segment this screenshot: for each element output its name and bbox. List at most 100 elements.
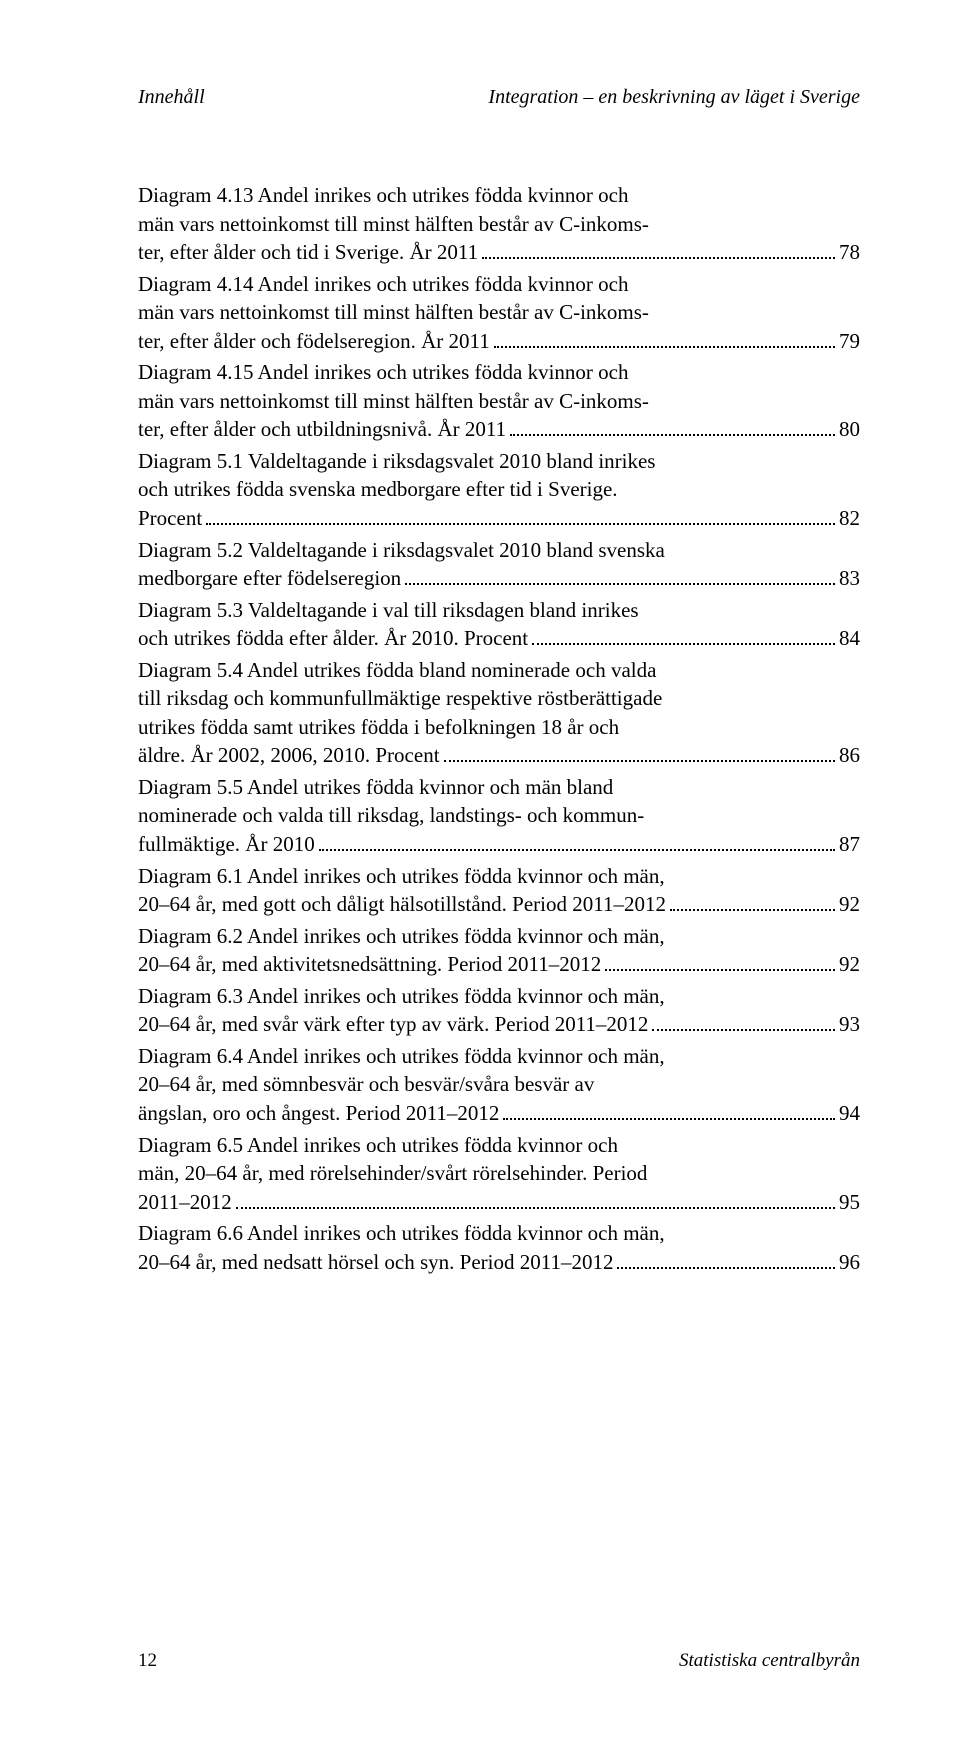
toc-entry-lastline: 2011–2012 95 <box>138 1188 860 1217</box>
toc-entry-last-text: 20–64 år, med svår värk efter typ av vär… <box>138 1010 648 1039</box>
toc-entry: Diagram 5.2 Valdeltagande i riksdagsvale… <box>138 536 860 593</box>
toc-entry-page: 95 <box>839 1188 860 1217</box>
toc-entry-line: nominerade och valda till riksdag, lands… <box>138 801 860 830</box>
toc-entry-last-text: 20–64 år, med nedsatt hörsel och syn. Pe… <box>138 1248 613 1277</box>
toc-entry-lastline: ter, efter ålder och födelseregion. År 2… <box>138 327 860 356</box>
toc-leader-dots <box>652 1018 835 1032</box>
toc-entry-page: 79 <box>839 327 860 356</box>
toc-entry-page: 92 <box>839 950 860 979</box>
header-right: Integration – en beskrivning av läget i … <box>488 86 860 109</box>
toc-entry-page: 96 <box>839 1248 860 1277</box>
toc-entry-page: 93 <box>839 1010 860 1039</box>
toc-entry-line: män vars nettoinkomst till minst hälften… <box>138 298 860 327</box>
toc-entry: Diagram 4.14 Andel inrikes och utrikes f… <box>138 270 860 356</box>
toc-entry-lastline: fullmäktige. År 2010 87 <box>138 830 860 859</box>
toc-entry: Diagram 6.6 Andel inrikes och utrikes fö… <box>138 1219 860 1276</box>
toc-entry-last-text: 20–64 år, med aktivitetsnedsättning. Per… <box>138 950 601 979</box>
toc-entry-line: Diagram 6.2 Andel inrikes och utrikes fö… <box>138 922 860 951</box>
toc-entry-line: Diagram 4.15 Andel inrikes och utrikes f… <box>138 358 860 387</box>
toc-entry-page: 94 <box>839 1099 860 1128</box>
toc-entry-lastline: 20–64 år, med gott och dåligt hälsotills… <box>138 890 860 919</box>
toc-leader-dots <box>510 423 835 437</box>
toc-entry-line: Diagram 5.2 Valdeltagande i riksdagsvale… <box>138 536 860 565</box>
toc-leader-dots <box>503 1106 835 1120</box>
toc-entry-line: Diagram 6.1 Andel inrikes och utrikes fö… <box>138 862 860 891</box>
toc-entry-last-text: Procent <box>138 504 202 533</box>
toc-entry: Diagram 5.1 Valdeltagande i riksdagsvale… <box>138 447 860 533</box>
toc-entry-last-text: ängslan, oro och ångest. Period 2011–201… <box>138 1099 499 1128</box>
toc-entry-page: 80 <box>839 415 860 444</box>
toc-entry-lastline: 20–64 år, med svår värk efter typ av vär… <box>138 1010 860 1039</box>
toc-entry: Diagram 5.5 Andel utrikes födda kvinnor … <box>138 773 860 859</box>
toc-entry: Diagram 5.4 Andel utrikes födda bland no… <box>138 656 860 770</box>
toc-entry-line: till riksdag och kommunfullmäktige respe… <box>138 684 860 713</box>
toc-leader-dots <box>482 246 835 260</box>
toc-entry-last-text: och utrikes födda efter ålder. År 2010. … <box>138 624 528 653</box>
toc-entry-page: 92 <box>839 890 860 919</box>
toc-entry-lastline: 20–64 år, med nedsatt hörsel och syn. Pe… <box>138 1248 860 1277</box>
toc-entry-lastline: 20–64 år, med aktivitetsnedsättning. Per… <box>138 950 860 979</box>
toc-entry-line: Diagram 6.3 Andel inrikes och utrikes fö… <box>138 982 860 1011</box>
toc-entry-last-text: ter, efter ålder och tid i Sverige. År 2… <box>138 238 478 267</box>
toc-leader-dots <box>236 1195 835 1209</box>
toc-entry-line: och utrikes födda svenska medborgare eft… <box>138 475 860 504</box>
toc-entry-lastline: ter, efter ålder och utbildningsnivå. År… <box>138 415 860 444</box>
toc-entry-line: 20–64 år, med sömnbesvär och besvär/svår… <box>138 1070 860 1099</box>
toc-leader-dots <box>444 749 835 763</box>
toc-entry-last-text: medborgare efter födelseregion <box>138 564 401 593</box>
toc-entry-line: män vars nettoinkomst till minst hälften… <box>138 387 860 416</box>
footer-publisher: Statistiska centralbyrån <box>679 1650 860 1672</box>
toc-entry: Diagram 5.3 Valdeltagande i val till rik… <box>138 596 860 653</box>
toc-entry-lastline: ängslan, oro och ångest. Period 2011–201… <box>138 1099 860 1128</box>
toc-entry-last-text: ter, efter ålder och födelseregion. År 2… <box>138 327 490 356</box>
toc-entry-last-text: ter, efter ålder och utbildningsnivå. År… <box>138 415 506 444</box>
toc-entry-line: Diagram 6.4 Andel inrikes och utrikes fö… <box>138 1042 860 1071</box>
toc-entry-page: 83 <box>839 564 860 593</box>
toc-entry-lastline: ter, efter ålder och tid i Sverige. År 2… <box>138 238 860 267</box>
toc-entry: Diagram 4.13 Andel inrikes och utrikes f… <box>138 181 860 267</box>
toc-entry: Diagram 6.1 Andel inrikes och utrikes fö… <box>138 862 860 919</box>
toc-entry-line: Diagram 4.13 Andel inrikes och utrikes f… <box>138 181 860 210</box>
toc-entry-lastline: äldre. År 2002, 2006, 2010. Procent 86 <box>138 741 860 770</box>
toc-leader-dots <box>206 511 835 525</box>
toc-leader-dots <box>405 572 835 586</box>
toc-leader-dots <box>532 632 835 646</box>
running-header: Innehåll Integration – en beskrivning av… <box>138 86 860 109</box>
toc-entry-last-text: 2011–2012 <box>138 1188 232 1217</box>
toc-entry: Diagram 6.4 Andel inrikes och utrikes fö… <box>138 1042 860 1128</box>
toc-entry-line: Diagram 6.6 Andel inrikes och utrikes fö… <box>138 1219 860 1248</box>
toc-entries: Diagram 4.13 Andel inrikes och utrikes f… <box>138 181 860 1276</box>
page: Innehåll Integration – en beskrivning av… <box>0 0 960 1746</box>
toc-entry-line: män, 20–64 år, med rörelsehinder/svårt r… <box>138 1159 860 1188</box>
toc-entry-lastline: och utrikes födda efter ålder. År 2010. … <box>138 624 860 653</box>
toc-entry-line: män vars nettoinkomst till minst hälften… <box>138 210 860 239</box>
toc-entry-page: 87 <box>839 830 860 859</box>
toc-entry-line: Diagram 4.14 Andel inrikes och utrikes f… <box>138 270 860 299</box>
toc-entry-lastline: Procent 82 <box>138 504 860 533</box>
toc-entry-page: 78 <box>839 238 860 267</box>
toc-leader-dots <box>670 898 835 912</box>
toc-entry-last-text: 20–64 år, med gott och dåligt hälsotills… <box>138 890 666 919</box>
toc-entry: Diagram 4.15 Andel inrikes och utrikes f… <box>138 358 860 444</box>
toc-entry-line: Diagram 6.5 Andel inrikes och utrikes fö… <box>138 1131 860 1160</box>
toc-entry-line: utrikes födda samt utrikes födda i befol… <box>138 713 860 742</box>
toc-entry: Diagram 6.2 Andel inrikes och utrikes fö… <box>138 922 860 979</box>
toc-entry-line: Diagram 5.5 Andel utrikes födda kvinnor … <box>138 773 860 802</box>
toc-leader-dots <box>605 958 835 972</box>
toc-entry-line: Diagram 5.4 Andel utrikes födda bland no… <box>138 656 860 685</box>
page-footer: 12 Statistiska centralbyrån <box>138 1650 860 1672</box>
toc-leader-dots <box>494 334 835 348</box>
toc-entry-last-text: äldre. År 2002, 2006, 2010. Procent <box>138 741 440 770</box>
toc-entry-line: Diagram 5.1 Valdeltagande i riksdagsvale… <box>138 447 860 476</box>
page-number: 12 <box>138 1650 157 1672</box>
toc-entry-page: 84 <box>839 624 860 653</box>
toc-entry-line: Diagram 5.3 Valdeltagande i val till rik… <box>138 596 860 625</box>
toc-leader-dots <box>319 837 835 851</box>
toc-entry-page: 82 <box>839 504 860 533</box>
toc-entry: Diagram 6.3 Andel inrikes och utrikes fö… <box>138 982 860 1039</box>
toc-leader-dots <box>617 1255 835 1269</box>
toc-entry-last-text: fullmäktige. År 2010 <box>138 830 315 859</box>
toc-entry-page: 86 <box>839 741 860 770</box>
header-left: Innehåll <box>138 86 205 109</box>
toc-entry-lastline: medborgare efter födelseregion 83 <box>138 564 860 593</box>
